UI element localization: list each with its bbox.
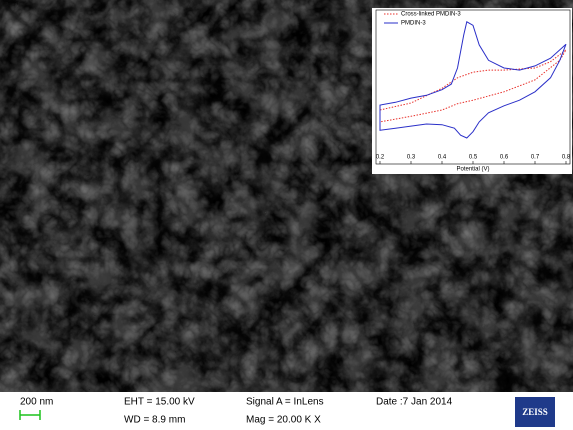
x-tick-label: 0.6: [500, 155, 509, 161]
x-tick-label: 0.4: [438, 155, 447, 161]
scale-label: 200 nm: [20, 397, 53, 408]
eht: EHT = 15.00 kV: [124, 397, 195, 408]
x-axis-label: Potential (V): [456, 167, 489, 173]
inset-background: [372, 8, 572, 174]
legend-label: PMDIN-3: [401, 21, 426, 27]
page: 200 nm EHT = 15.00 kV WD = 8.9 mm Signal…: [0, 0, 573, 430]
date: Date :7 Jan 2014: [376, 397, 453, 408]
mag: Mag = 20.00 K X: [246, 415, 321, 426]
x-tick-label: 0.5: [469, 155, 478, 161]
x-tick-label: 0.2: [376, 155, 385, 161]
signal: Signal A = InLens: [246, 397, 324, 408]
wd: WD = 8.9 mm: [124, 415, 185, 426]
legend-label: Cross-linked PMDIN-3: [401, 12, 461, 18]
x-tick-label: 0.8: [562, 155, 571, 161]
sem-figure: 200 nm EHT = 15.00 kV WD = 8.9 mm Signal…: [0, 0, 573, 430]
x-tick-label: 0.7: [531, 155, 540, 161]
x-tick-label: 0.3: [407, 155, 416, 161]
logo: ZEISS: [522, 407, 548, 417]
